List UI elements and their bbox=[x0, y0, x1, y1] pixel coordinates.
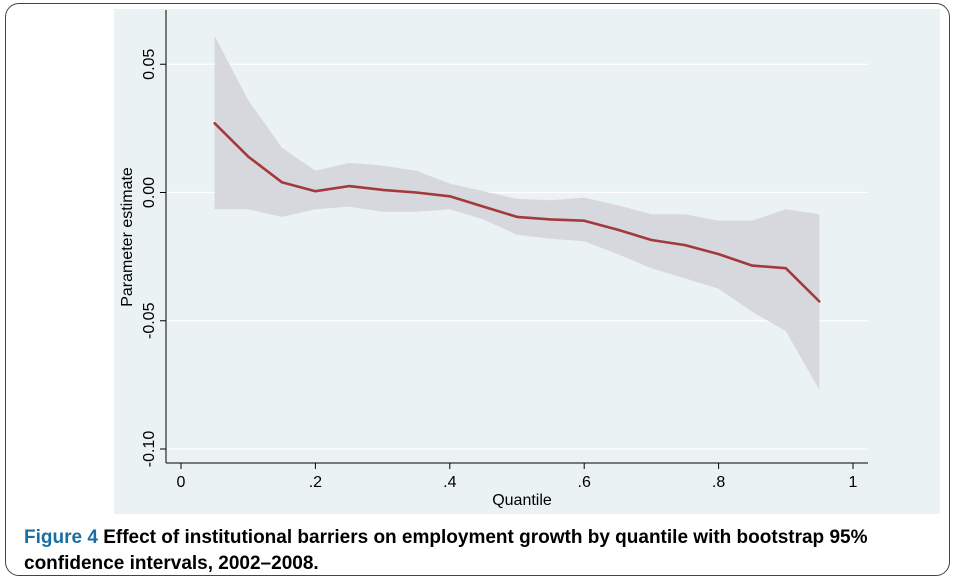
data-point-10 bbox=[549, 218, 552, 221]
data-point-13 bbox=[650, 238, 653, 242]
data-point-1 bbox=[247, 155, 250, 158]
figure-caption: Figure 4 Effect of institutional barrier… bbox=[24, 525, 944, 577]
data-point-6 bbox=[415, 191, 418, 194]
y-tick-label-0: -0.10 bbox=[141, 431, 158, 468]
x-tick-label-3: .6 bbox=[578, 474, 591, 491]
estimate-line bbox=[213, 122, 821, 303]
x-tick-label-4: .8 bbox=[712, 474, 725, 491]
y-tick-label-1: -0.05 bbox=[141, 302, 158, 339]
y-axis-title: Parameter estimate bbox=[119, 167, 136, 307]
data-point-4 bbox=[347, 184, 351, 188]
ci-band-area bbox=[214, 36, 820, 390]
data-point-2 bbox=[280, 181, 283, 184]
x-tick-label-0: 0 bbox=[177, 474, 186, 491]
data-point-18 bbox=[818, 300, 821, 303]
figure-frame: -0.10 -0.05 0.00 0.05 Parameter estimate 0 .2.… bbox=[5, 3, 950, 576]
figure-caption-text: Effect of institutional barriers on empl… bbox=[24, 527, 868, 574]
data-point-15 bbox=[717, 252, 720, 256]
data-point-14 bbox=[683, 243, 687, 247]
data-point-16 bbox=[751, 264, 754, 267]
x-tick-label-1: .2 bbox=[309, 474, 322, 491]
axes: -0.10 -0.05 0.00 0.05 Parameter estimate 0 .2.… bbox=[119, 10, 868, 509]
y-tick-label-3: 0.05 bbox=[141, 49, 158, 80]
y-tick-label-2: 0.00 bbox=[141, 177, 158, 208]
x-tick-label-5: 1 bbox=[849, 474, 858, 491]
confidence-interval-band bbox=[214, 36, 820, 390]
data-point-5 bbox=[381, 188, 384, 192]
data-point-8 bbox=[482, 205, 485, 208]
data-point-9 bbox=[515, 215, 519, 219]
chart-svg: -0.10 -0.05 0.00 0.05 Parameter estimate 0 .2.… bbox=[119, 10, 868, 509]
data-point-3 bbox=[314, 190, 317, 193]
data-point-17 bbox=[784, 266, 787, 270]
data-point-12 bbox=[616, 228, 619, 231]
data-point-0 bbox=[213, 122, 216, 125]
data-point-11 bbox=[583, 219, 586, 222]
x-axis-title: Quantile bbox=[492, 492, 552, 509]
x-tick-label-2: .4 bbox=[443, 474, 456, 491]
data-point-7 bbox=[448, 195, 451, 198]
figure-label: Figure 4 bbox=[24, 527, 98, 548]
